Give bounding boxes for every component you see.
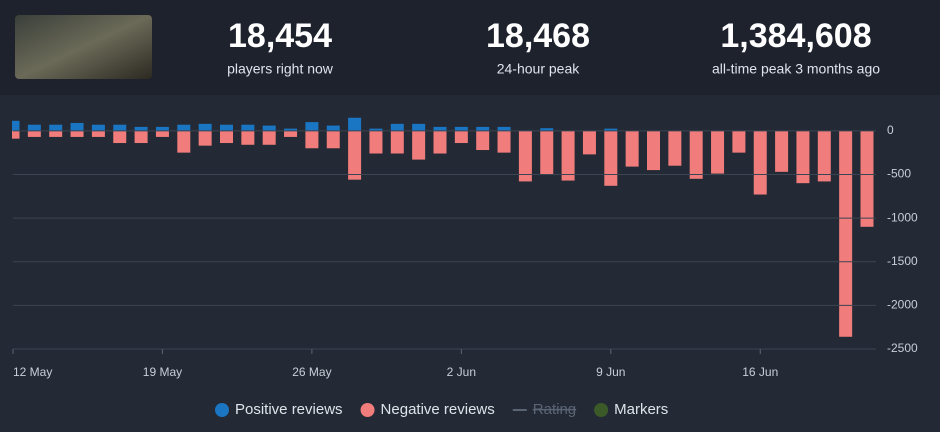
bar <box>796 131 809 183</box>
stat-label: all-time peak 3 months ago <box>712 61 880 77</box>
x-tick-label: 16 Jun <box>742 365 778 379</box>
bar <box>775 131 788 172</box>
stat-value: 1,384,608 <box>720 17 871 55</box>
bar <box>113 125 126 131</box>
legend-label: Positive reviews <box>235 401 343 418</box>
bar <box>177 131 190 153</box>
bar <box>49 125 62 131</box>
bar <box>839 131 852 337</box>
y-tick-label: -1500 <box>887 254 918 268</box>
bar <box>7 121 20 131</box>
bar <box>92 131 105 137</box>
bar <box>540 131 553 175</box>
bar <box>199 131 212 146</box>
bar <box>348 131 361 180</box>
y-tick-label: 0 <box>887 123 894 137</box>
bar <box>455 127 468 131</box>
stat-value: 18,468 <box>486 17 590 55</box>
bar <box>519 131 532 182</box>
legend-label: Rating <box>533 401 576 418</box>
y-tick-label: -1000 <box>887 210 918 224</box>
bar <box>690 131 703 179</box>
x-tick-label: 9 Jun <box>596 365 625 379</box>
bar <box>391 131 404 154</box>
bar <box>562 131 575 181</box>
legend-label: Negative reviews <box>381 401 495 418</box>
bar <box>732 131 745 153</box>
bar <box>818 131 831 182</box>
bar <box>327 131 340 148</box>
bar <box>220 125 233 131</box>
bar <box>135 131 148 143</box>
bar <box>71 131 84 137</box>
bar <box>583 131 596 155</box>
stat-value: 18,454 <box>228 17 332 55</box>
bar <box>135 127 148 131</box>
bar <box>476 131 489 150</box>
stat-label: 24-hour peak <box>497 61 581 77</box>
bar <box>369 131 382 154</box>
bar <box>476 127 489 131</box>
bar <box>711 131 724 174</box>
bar <box>455 131 468 143</box>
bar <box>156 127 169 131</box>
bar <box>861 131 874 227</box>
bar <box>391 124 404 131</box>
bar <box>49 131 62 137</box>
bar <box>647 131 660 170</box>
bar <box>241 131 254 145</box>
bar <box>113 131 126 143</box>
legend-swatch <box>361 403 375 417</box>
bar <box>498 131 511 153</box>
bar <box>92 125 105 131</box>
bar <box>498 127 511 131</box>
bar <box>604 131 617 186</box>
x-tick-label: 12 May <box>13 365 52 379</box>
bar <box>71 123 84 131</box>
bar <box>199 124 212 131</box>
bar <box>668 131 681 166</box>
bar <box>412 131 425 160</box>
bar <box>28 125 41 131</box>
bar <box>434 127 447 131</box>
bar <box>7 131 20 139</box>
legend-swatch <box>215 403 229 417</box>
bar <box>263 131 276 145</box>
x-tick-label: 2 Jun <box>447 365 476 379</box>
bar <box>305 131 318 148</box>
bar <box>220 131 233 143</box>
bar <box>28 131 41 137</box>
bar <box>412 124 425 131</box>
stat-label: players right now <box>227 61 334 77</box>
legend-swatch <box>594 403 608 417</box>
bar <box>305 122 318 131</box>
y-tick-label: -2500 <box>887 341 918 355</box>
bar <box>754 131 767 195</box>
bar <box>327 126 340 131</box>
game-thumbnail <box>15 15 152 79</box>
bar <box>241 125 254 131</box>
bar <box>434 131 447 154</box>
bar <box>177 125 190 131</box>
plot <box>7 118 874 337</box>
bar <box>263 126 276 131</box>
y-tick-label: -2000 <box>887 298 918 312</box>
legend-label: Markers <box>614 401 668 418</box>
x-tick-label: 26 May <box>292 365 331 379</box>
bar <box>348 118 361 131</box>
bar <box>284 131 297 137</box>
bar <box>156 131 169 137</box>
bar <box>626 131 639 167</box>
y-tick-label: -500 <box>887 167 911 181</box>
x-tick-label: 19 May <box>143 365 182 379</box>
